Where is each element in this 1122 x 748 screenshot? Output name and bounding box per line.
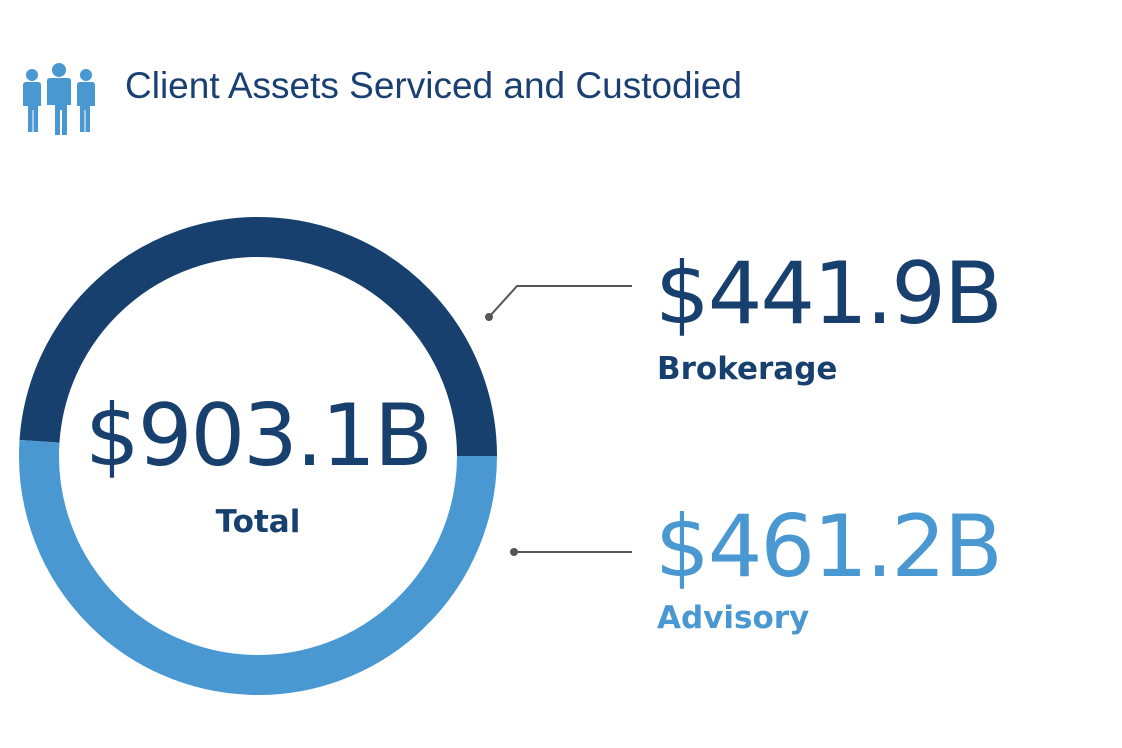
total-value: $903.1B: [85, 386, 433, 486]
header: Client Assets Serviced and Custodied: [0, 0, 1122, 150]
advisory-value: $461.2B: [655, 497, 1003, 597]
brokerage-value: $441.9B: [655, 244, 1003, 344]
donut-segment-advisory: [19, 439, 497, 695]
connectors: [485, 285, 632, 556]
advisory-connector-dot: [510, 548, 518, 556]
page-title: Client Assets Serviced and Custodied: [125, 65, 743, 106]
donut-segments: [19, 217, 497, 695]
donut-segment-brokerage: [19, 217, 497, 457]
brokerage-connector-dot: [485, 313, 493, 321]
total-label: Total: [215, 504, 301, 540]
brokerage-connector-line: [488, 285, 632, 318]
advisory-label: Advisory: [657, 600, 810, 636]
people-group-icon: [23, 63, 95, 135]
brokerage-label: Brokerage: [657, 351, 838, 387]
